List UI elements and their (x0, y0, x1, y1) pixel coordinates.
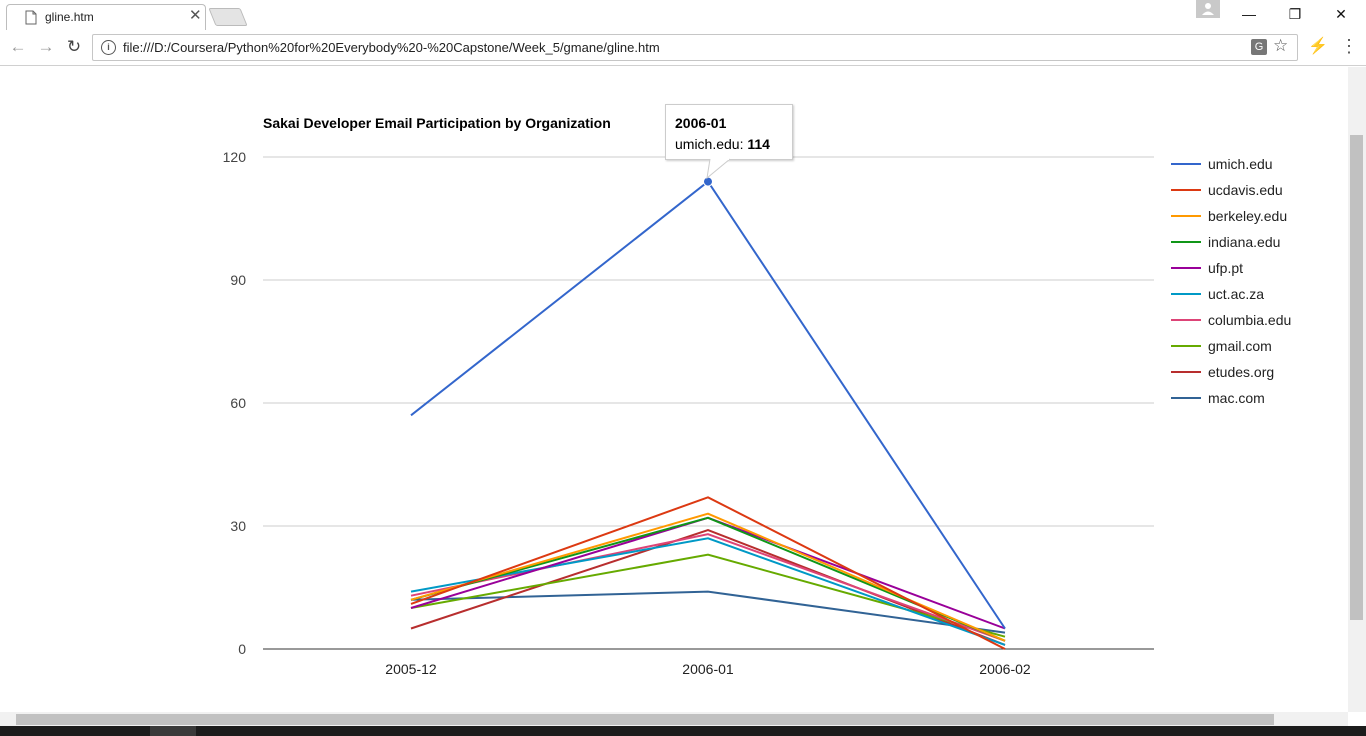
tooltip-pointer (706, 158, 731, 180)
vertical-scrollbar[interactable] (1348, 67, 1366, 712)
legend-item[interactable]: indiana.edu (1171, 234, 1280, 250)
y-axis-ticks: 0 30 60 90 120 (223, 149, 247, 657)
file-icon (25, 10, 37, 25)
y-tick-label: 60 (230, 395, 246, 411)
chart-tooltip: 2006-01 umich.edu: 114 (665, 104, 793, 160)
x-axis-ticks: 2005-12 2006-01 2006-02 (385, 661, 1031, 677)
legend-label: uct.ac.za (1208, 286, 1264, 302)
x-tick-label: 2006-02 (979, 661, 1031, 677)
tab-title: gline.htm (45, 10, 94, 24)
chart-title: Sakai Developer Email Participation by O… (263, 115, 611, 131)
legend-label: berkeley.edu (1208, 208, 1287, 224)
y-tick-label: 0 (238, 641, 246, 657)
line-chart: Sakai Developer Email Participation by O… (223, 115, 1292, 677)
y-tick-label: 120 (223, 149, 247, 165)
minimize-icon[interactable]: — (1242, 6, 1256, 22)
series-line-uct-ac-za[interactable] (410, 537, 1006, 646)
legend-item[interactable]: etudes.org (1171, 364, 1274, 380)
legend-label: indiana.edu (1208, 234, 1280, 250)
tooltip-value: 114 (747, 136, 770, 152)
restore-icon[interactable]: ❐ (1288, 6, 1302, 22)
tooltip-title: 2006-01 (675, 115, 727, 131)
close-icon[interactable]: ✕ (189, 7, 202, 24)
legend-label: etudes.org (1208, 364, 1274, 380)
series-line-mac-com[interactable] (410, 590, 1006, 634)
y-tick-label: 30 (230, 518, 246, 534)
series-line-ucdavis-edu[interactable] (410, 496, 1006, 650)
legend-label: ufp.pt (1208, 260, 1243, 276)
series-line-umich-edu[interactable] (410, 180, 1006, 630)
horizontal-scrollbar[interactable] (0, 712, 1348, 726)
window-close-icon[interactable]: ✕ (1335, 6, 1347, 22)
tooltip-series: umich.edu: (675, 136, 744, 152)
legend-item[interactable]: umich.edu (1171, 156, 1273, 172)
series-line-indiana-edu[interactable] (410, 516, 1006, 642)
legend-label: umich.edu (1208, 156, 1273, 172)
legend-item[interactable]: berkeley.edu (1171, 208, 1287, 224)
chart-gridlines (263, 156, 1154, 650)
forward-icon[interactable]: → (37, 37, 55, 56)
legend-label: mac.com (1208, 390, 1265, 406)
reload-icon[interactable]: ↻ (66, 37, 82, 56)
legend-label: columbia.edu (1208, 312, 1291, 328)
legend-item[interactable]: gmail.com (1171, 338, 1272, 354)
x-tick-label: 2006-01 (682, 661, 734, 677)
legend-label: gmail.com (1208, 338, 1272, 354)
legend-item[interactable]: columbia.edu (1171, 312, 1291, 328)
new-tab-button[interactable] (208, 8, 248, 26)
x-tick-label: 2005-12 (385, 661, 437, 677)
extension-icon[interactable]: ⚡ (1308, 38, 1328, 55)
legend-label: ucdavis.edu (1208, 182, 1283, 198)
taskbar-item[interactable] (150, 726, 196, 736)
y-tick-label: 90 (230, 272, 246, 288)
browser-tab[interactable]: gline.htm ✕ (6, 4, 206, 30)
url-text[interactable]: file:///D:/Coursera/Python%20for%20Every… (123, 40, 660, 55)
toolbar: ← → ↻ i file:///D:/Coursera/Python%20for… (0, 30, 1366, 66)
horizontal-scroll-thumb[interactable] (16, 714, 1274, 725)
star-icon[interactable]: ☆ (1273, 36, 1289, 55)
legend-item[interactable]: ucdavis.edu (1171, 182, 1283, 198)
address-bar[interactable]: i file:///D:/Coursera/Python%20for%20Eve… (92, 34, 1298, 61)
legend-item[interactable]: mac.com (1171, 390, 1265, 406)
translate-icon[interactable]: G (1251, 39, 1267, 55)
back-icon[interactable]: ← (9, 37, 27, 56)
menu-icon[interactable]: ⋮ (1340, 36, 1358, 56)
vertical-scroll-thumb[interactable] (1350, 135, 1363, 620)
profile-icon[interactable] (1196, 0, 1220, 18)
chart-series (410, 176, 1006, 650)
series-line-columbia-edu[interactable] (410, 533, 1006, 642)
chart-legend: umich.edu ucdavis.edu berkeley.edu indiana.… (1171, 156, 1291, 406)
taskbar (0, 726, 1366, 736)
legend-item[interactable]: ufp.pt (1171, 260, 1243, 276)
info-icon[interactable]: i (101, 40, 116, 55)
tab-strip: gline.htm ✕ — ❐ ✕ (0, 0, 1366, 30)
legend-item[interactable]: uct.ac.za (1171, 286, 1264, 302)
series-line-etudes-org[interactable] (410, 529, 1006, 646)
tooltip-label: umich.edu: 114 (675, 136, 770, 152)
